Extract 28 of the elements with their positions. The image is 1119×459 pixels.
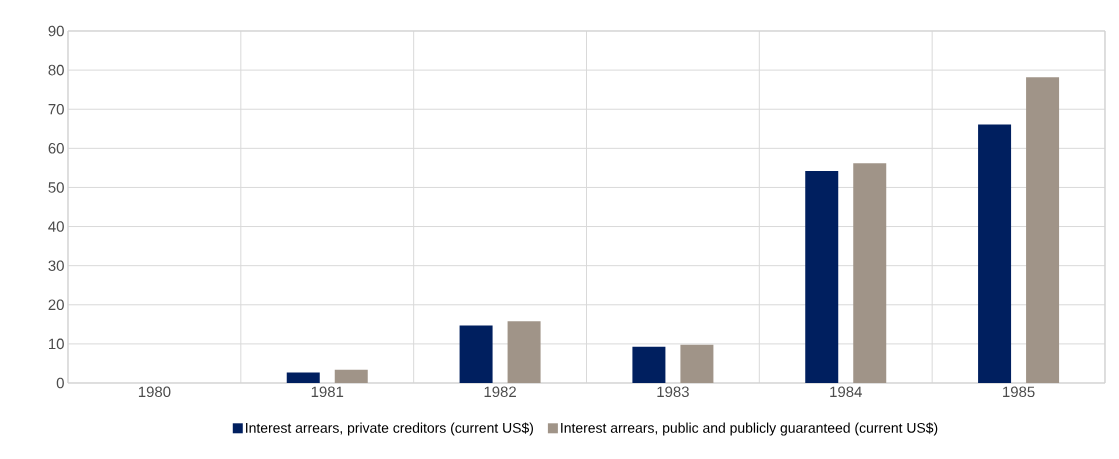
bar bbox=[1026, 77, 1060, 383]
y-tick-label: 60 bbox=[48, 143, 64, 154]
y-tick-label: 30 bbox=[48, 260, 64, 271]
y-tick-label: 20 bbox=[48, 299, 64, 311]
bar bbox=[680, 344, 714, 383]
bar bbox=[632, 346, 666, 383]
bar bbox=[459, 325, 493, 383]
y-tick-label: 0 bbox=[56, 377, 64, 389]
y-tick-label: 10 bbox=[49, 338, 64, 350]
bar bbox=[853, 163, 887, 383]
bar bbox=[334, 369, 368, 383]
y-tick-label: 50 bbox=[48, 182, 64, 193]
legend-label: Interest arrears, public and publicly guaranteed (current US$) bbox=[561, 422, 938, 436]
bar bbox=[507, 321, 541, 383]
bar bbox=[978, 124, 1012, 383]
y-tick-label: 90 bbox=[48, 25, 64, 37]
y-tick-label: 70 bbox=[48, 103, 64, 115]
x-tick-label: 1982 bbox=[484, 386, 516, 398]
x-tick-label: 1984 bbox=[830, 386, 862, 398]
y-tick-label: 80 bbox=[48, 64, 64, 76]
x-tick-label: 1985 bbox=[1003, 386, 1035, 398]
x-tick-label: 1983 bbox=[657, 386, 689, 398]
bar bbox=[286, 372, 320, 383]
x-tick-label: 1981 bbox=[311, 386, 344, 398]
bar bbox=[805, 171, 839, 383]
x-tick-label: 1980 bbox=[138, 386, 171, 398]
y-tick-label: 40 bbox=[48, 221, 64, 232]
legend-label: Interest arrears, private creditors (current US$) bbox=[246, 422, 533, 436]
